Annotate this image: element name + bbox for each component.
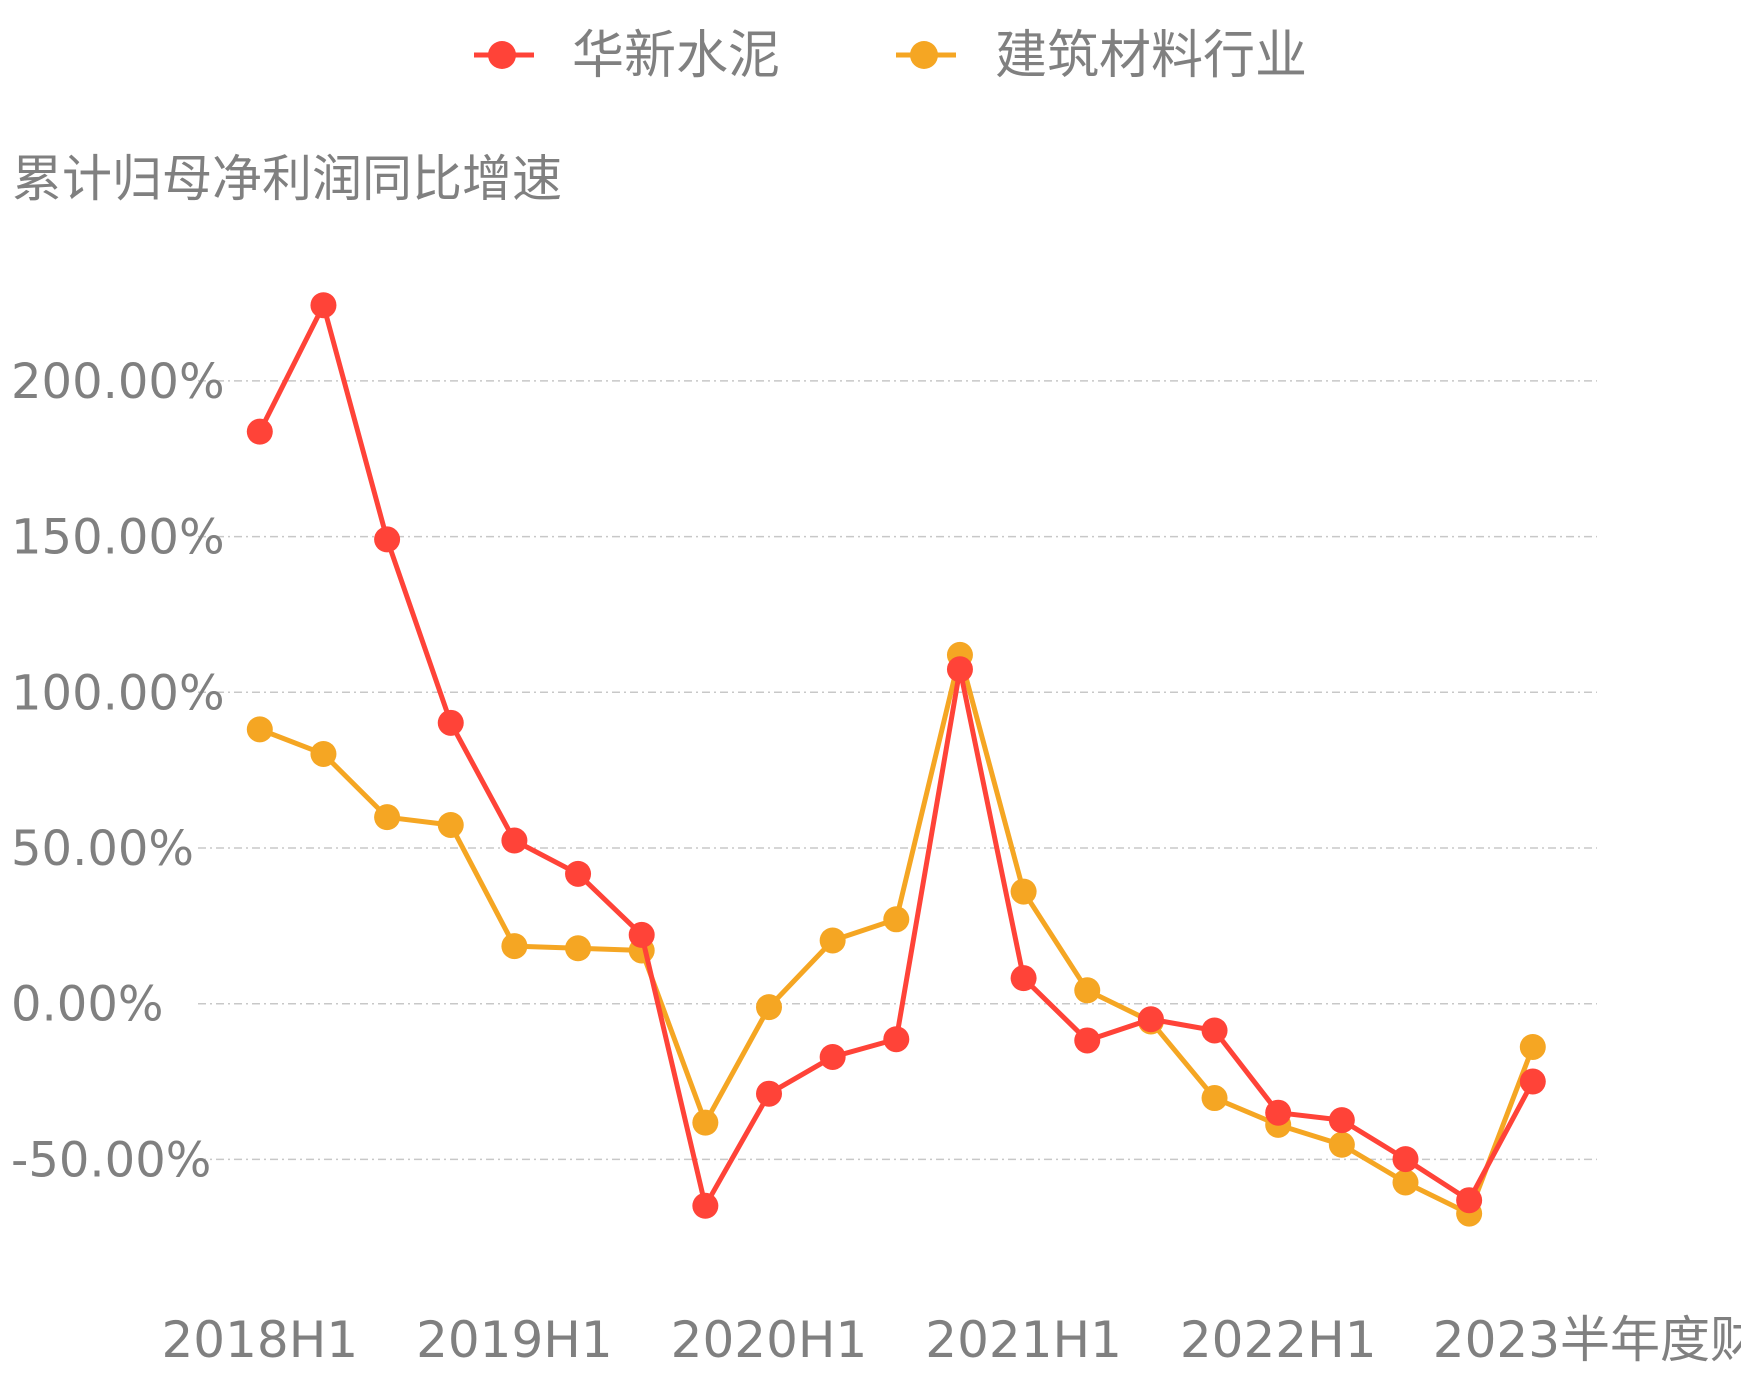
data-point <box>1010 965 1037 992</box>
y-axis-ticks: -50.00% 0.00% 50.00% 100.00% 150.00% 200.00% <box>11 354 225 1189</box>
legend-marker <box>910 41 938 69</box>
data-point <box>692 1192 719 1219</box>
data-point <box>1328 1107 1355 1134</box>
data-point <box>1074 1027 1101 1054</box>
data-point <box>883 906 910 933</box>
data-point <box>1392 1146 1419 1173</box>
data-point <box>819 1043 846 1070</box>
series <box>246 292 1546 1227</box>
series-company <box>246 292 1546 1219</box>
data-point <box>1328 1131 1355 1158</box>
data-point <box>565 860 592 887</box>
x-tick-label: 2020H1 <box>671 1311 868 1369</box>
data-point <box>756 994 782 1021</box>
data-point <box>628 921 655 948</box>
x-tick-label: 2019H1 <box>416 1311 613 1369</box>
x-axis-ticks: 2018H1 2019H1 2020H1 2021H1 2022H1 2023半年度财报 <box>161 1311 1741 1369</box>
data-point <box>437 811 464 838</box>
data-point <box>374 526 401 553</box>
data-point <box>246 716 273 743</box>
data-point <box>374 804 401 831</box>
legend-marker <box>488 41 516 69</box>
series-line <box>257 302 1536 1209</box>
x-tick-label: 2022H1 <box>1180 1311 1377 1369</box>
data-point <box>1519 1033 1546 1060</box>
data-point <box>246 418 273 445</box>
data-point <box>437 709 464 736</box>
series-industry <box>246 641 1546 1227</box>
data-point <box>1392 1169 1419 1196</box>
legend: 华新水泥 建筑材料行业 <box>474 26 1307 86</box>
y-tick-label: -50.00% <box>11 1132 211 1188</box>
y-tick-label: 150.00% <box>11 510 225 566</box>
data-point <box>1201 1017 1228 1044</box>
data-point <box>501 827 528 854</box>
data-point <box>310 292 337 319</box>
data-point <box>1265 1099 1292 1126</box>
legend-label: 华新水泥 <box>572 26 780 86</box>
data-point <box>692 1109 719 1136</box>
x-tick-label: 2021H1 <box>925 1311 1122 1369</box>
data-point <box>756 1080 782 1107</box>
data-point <box>1137 1006 1164 1033</box>
data-point <box>946 656 973 683</box>
y-tick-label: 200.00% <box>11 354 225 410</box>
data-point <box>501 933 528 960</box>
data-point <box>1010 878 1037 905</box>
data-point <box>819 927 846 954</box>
data-point <box>1201 1085 1228 1112</box>
legend-label: 建筑材料行业 <box>995 26 1307 86</box>
data-point <box>1456 1187 1483 1214</box>
data-point <box>1519 1068 1546 1095</box>
y-tick-label: 50.00% <box>11 821 194 877</box>
data-point <box>310 740 337 767</box>
data-point <box>883 1026 910 1053</box>
data-point <box>565 935 592 962</box>
y-tick-label: 100.00% <box>11 665 225 721</box>
y-axis-title: 累计归母净利润同比增速 <box>12 150 562 208</box>
y-tick-label: 0.00% <box>11 977 163 1033</box>
x-tick-label: 2023半年度财报 <box>1433 1311 1741 1369</box>
data-point <box>1074 977 1101 1004</box>
x-tick-label: 2018H1 <box>161 1311 358 1369</box>
